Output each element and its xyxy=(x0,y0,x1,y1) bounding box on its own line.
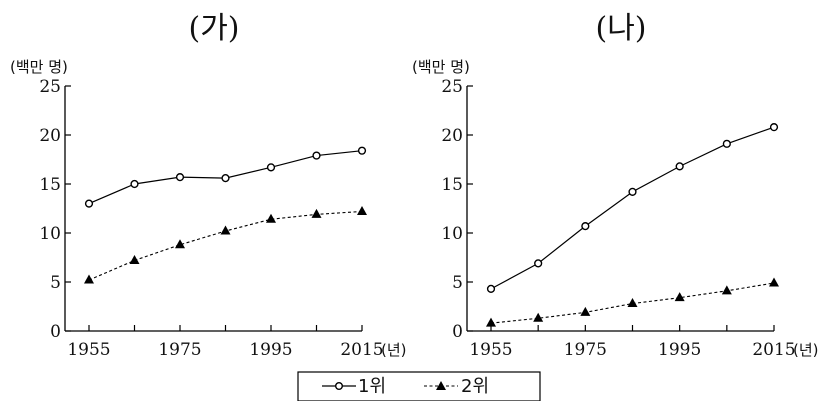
series-2-point xyxy=(674,292,685,302)
y-tick-label: 10 xyxy=(441,224,463,244)
series-2-line xyxy=(88,210,363,281)
y-tick-label: 15 xyxy=(39,175,61,195)
series-2-point xyxy=(84,274,94,284)
series-1-point xyxy=(312,151,321,160)
legend-marker-triangle xyxy=(436,381,446,390)
y-tick-label: 5 xyxy=(50,273,61,293)
series-2-point xyxy=(580,306,591,316)
series-1-point xyxy=(175,173,185,182)
x-tick-label: 2015 xyxy=(340,340,383,360)
y-tick-label: 0 xyxy=(452,322,463,342)
legend-marker-circle xyxy=(335,382,344,391)
x-tick-label: 1955 xyxy=(469,340,512,360)
series-1-point xyxy=(534,259,543,268)
legend-item-series-1: 1위 xyxy=(322,376,386,397)
chart-title: (가) xyxy=(188,11,239,46)
series-1-point xyxy=(675,162,684,171)
x-tick-label: 1995 xyxy=(658,340,701,360)
series-2-point xyxy=(533,312,544,322)
chart-ga: (가) (백만 명) 0 5 10 15 20 25 1955 1975 1995 2015(년) xyxy=(10,11,407,360)
y-axis-unit-label: (백만 명) xyxy=(10,58,68,76)
legend: 1위 2위 xyxy=(297,371,541,402)
x-axis-unit-label: (년) xyxy=(381,341,407,359)
x-tick-label: 1955 xyxy=(67,340,110,360)
series-1-point xyxy=(628,187,637,196)
x-tick-label: 1995 xyxy=(249,340,292,360)
chart-title: (나) xyxy=(595,11,646,46)
series-1-point xyxy=(266,163,276,172)
y-tick-label: 25 xyxy=(441,77,463,97)
series-2-point xyxy=(129,254,140,264)
y-tick-label: 25 xyxy=(39,77,61,97)
y-axis-unit-label: (백만 명) xyxy=(412,58,470,76)
x-axis-unit-label: (년) xyxy=(793,341,819,359)
legend-label-series-2: 2위 xyxy=(461,376,489,397)
series-1-point xyxy=(221,174,230,183)
y-tick-label: 15 xyxy=(441,175,463,195)
legend-label-series-1: 1위 xyxy=(358,376,386,397)
y-tick-label: 20 xyxy=(39,126,61,146)
x-tick-label: 1975 xyxy=(158,340,201,360)
series-2-point xyxy=(175,239,185,249)
chart-na: (나) (백만 명) 0 5 10 15 20 25 1955 1975 1995 2015(년) xyxy=(412,11,819,360)
series-1-line xyxy=(490,126,775,290)
y-tick-label: 20 xyxy=(441,126,463,146)
series-2-point xyxy=(220,225,231,235)
y-tick-label: 0 xyxy=(50,322,61,342)
legend-item-series-2: 2위 xyxy=(424,376,489,397)
series-1-point xyxy=(581,222,590,231)
series-2-point xyxy=(266,213,276,223)
series-1-point xyxy=(486,284,496,293)
y-tick-label: 10 xyxy=(39,224,61,244)
series-2-point xyxy=(357,205,367,215)
series-1-point xyxy=(130,179,139,189)
series-2-point xyxy=(311,208,322,218)
series-2-point xyxy=(769,277,779,287)
x-tick-label: 1975 xyxy=(564,340,607,360)
series-1-point xyxy=(357,146,367,155)
series-2-point xyxy=(486,317,496,327)
y-tick-label: 5 xyxy=(452,273,463,293)
series-2-point xyxy=(721,285,732,295)
series-1-point xyxy=(84,199,94,208)
series-1-point xyxy=(769,123,779,132)
x-tick-label: 2015 xyxy=(752,340,795,360)
series-1-point xyxy=(722,139,731,148)
series-2-point xyxy=(627,298,638,308)
